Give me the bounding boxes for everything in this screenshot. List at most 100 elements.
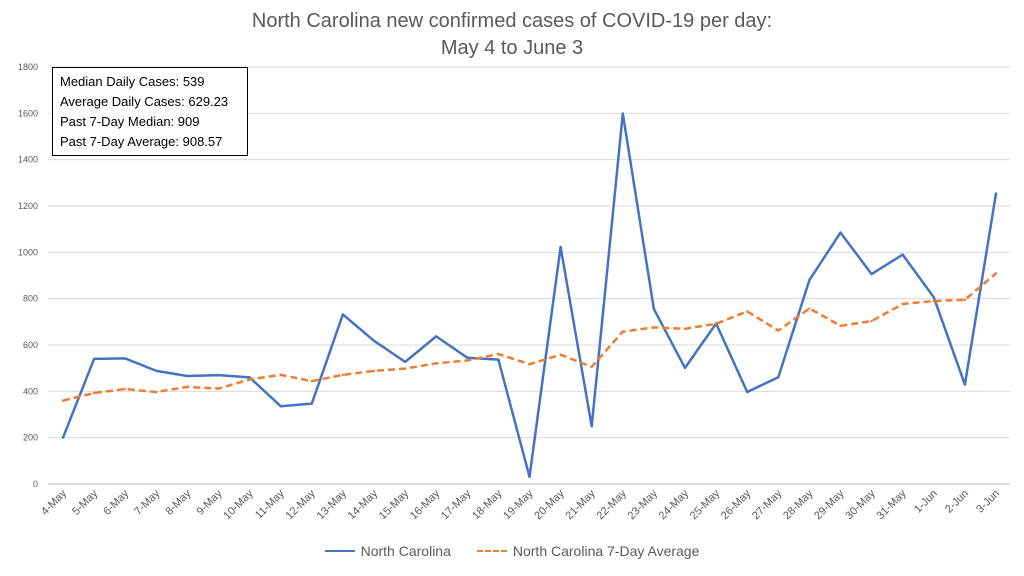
data-point [310,379,313,383]
x-tick-label: 1-Jun [912,488,940,516]
x-tick-label: 28-May [781,487,816,522]
data-point [870,272,873,276]
y-tick-label: 1600 [18,108,38,118]
data-point [248,376,251,379]
x-tick-label: 5-May [70,487,100,517]
y-tick-label: 600 [23,340,38,350]
data-point [808,307,811,310]
x-tick-label: 13-May [315,487,350,522]
y-tick-label: 400 [23,386,38,396]
data-point [403,360,407,364]
x-tick-label: 12-May [283,487,318,522]
y-axis-ticks: 0 200 400 600 800 1000 1200 1400 1600 1800 [18,62,38,489]
legend-swatch-solid [324,550,355,552]
x-tick-label: 2-Jun [943,488,971,516]
y-tick-label: 1200 [18,201,38,211]
y-tick-label: 0 [33,479,38,489]
data-point [777,376,780,379]
data-point [186,385,189,389]
data-point [994,272,998,275]
data-point [279,373,282,377]
statistics-annotation-box: Median Daily Cases: 539 Average Daily Ca… [52,67,248,156]
stat-7day-average: Past 7-Day Average: 908.57 [60,134,223,149]
x-tick-label: 16-May [408,487,443,522]
data-point [92,391,96,395]
x-tick-label: 3-Jun [974,488,1002,516]
data-point [466,359,469,362]
data-point [435,335,438,338]
data-point [310,402,313,405]
data-point [901,253,904,256]
x-tick-label: 17-May [439,487,474,522]
chart-subtitle: May 4 to June 3 [440,37,584,59]
data-point [248,378,251,381]
x-tick-label: 11-May [253,487,287,521]
data-point [92,357,96,361]
legend-item-series-1: North Carolina [324,543,451,559]
data-point [559,353,562,356]
data-point [186,374,189,378]
data-point [124,387,127,391]
legend-label-series-1: North Carolina [360,543,451,559]
x-tick-label: 6-May [101,487,131,517]
legend-item-series-2: North Carolina 7-Day Average [476,543,700,559]
data-point [279,404,282,408]
legend-label-series-2: North Carolina 7-Day Average [512,543,700,559]
data-point [932,299,935,303]
x-tick-label: 19-May [501,487,536,522]
data-point [466,356,469,359]
data-point [683,366,687,370]
x-tick-label: 26-May [719,487,754,522]
data-point [497,352,500,356]
data-point [963,298,967,302]
data-point [559,245,562,249]
data-point [372,339,376,343]
x-tick-label: 15-May [377,487,412,522]
data-point [932,296,935,299]
x-tick-label: 18-May [470,487,505,522]
x-tick-label: 20-May [532,487,567,522]
y-tick-label: 1400 [18,155,38,165]
data-point [714,322,718,325]
x-tick-label: 31-May [874,487,909,522]
chart-title: North Carolina new confirmed cases of CO… [0,8,1024,62]
data-point [963,383,967,386]
y-tick-label: 1800 [18,62,38,72]
y-tick-label: 800 [23,294,38,304]
data-point [746,390,749,394]
data-point [839,231,842,234]
x-tick-label: 22-May [594,487,629,522]
data-point [652,307,656,311]
data-point [808,278,811,282]
x-tick-label: 29-May [812,487,847,522]
data-point [870,319,873,323]
legend: North Carolina North Carolina 7-Day Aver… [0,543,1024,559]
data-point [652,326,656,329]
data-point [528,475,531,479]
x-tick-label: 14-May [346,487,381,522]
x-tick-label: 4-May [39,487,69,517]
legend-swatch-dashed [476,550,507,552]
stat-7day-median: Past 7-Day Median: 909 [60,114,200,129]
series-line-2 [62,272,997,402]
data-point [621,330,624,333]
series-lines [61,112,998,479]
data-point [341,373,345,377]
x-axis-ticks: 4-May 5-May 6-May 7-May 8-May 9-May10-May11-M… [39,487,1002,522]
data-point [403,367,407,370]
data-point [528,363,531,366]
data-point [372,369,376,373]
data-point [746,310,749,313]
x-tick-label: 23-May [626,487,661,522]
data-point [497,358,500,361]
chart-title-line1: North Carolina new confirmed cases of CO… [251,10,773,32]
data-point [124,357,127,360]
x-tick-label: 24-May [657,487,692,522]
data-point [217,387,220,390]
stat-average-daily: Average Daily Cases: 629.23 [60,94,229,109]
data-point [590,425,593,428]
x-tick-label: 10-May [221,487,256,522]
x-tick-label: 21-May [563,487,598,522]
y-tick-label: 200 [23,433,38,443]
x-tick-label: 8-May [163,487,193,517]
